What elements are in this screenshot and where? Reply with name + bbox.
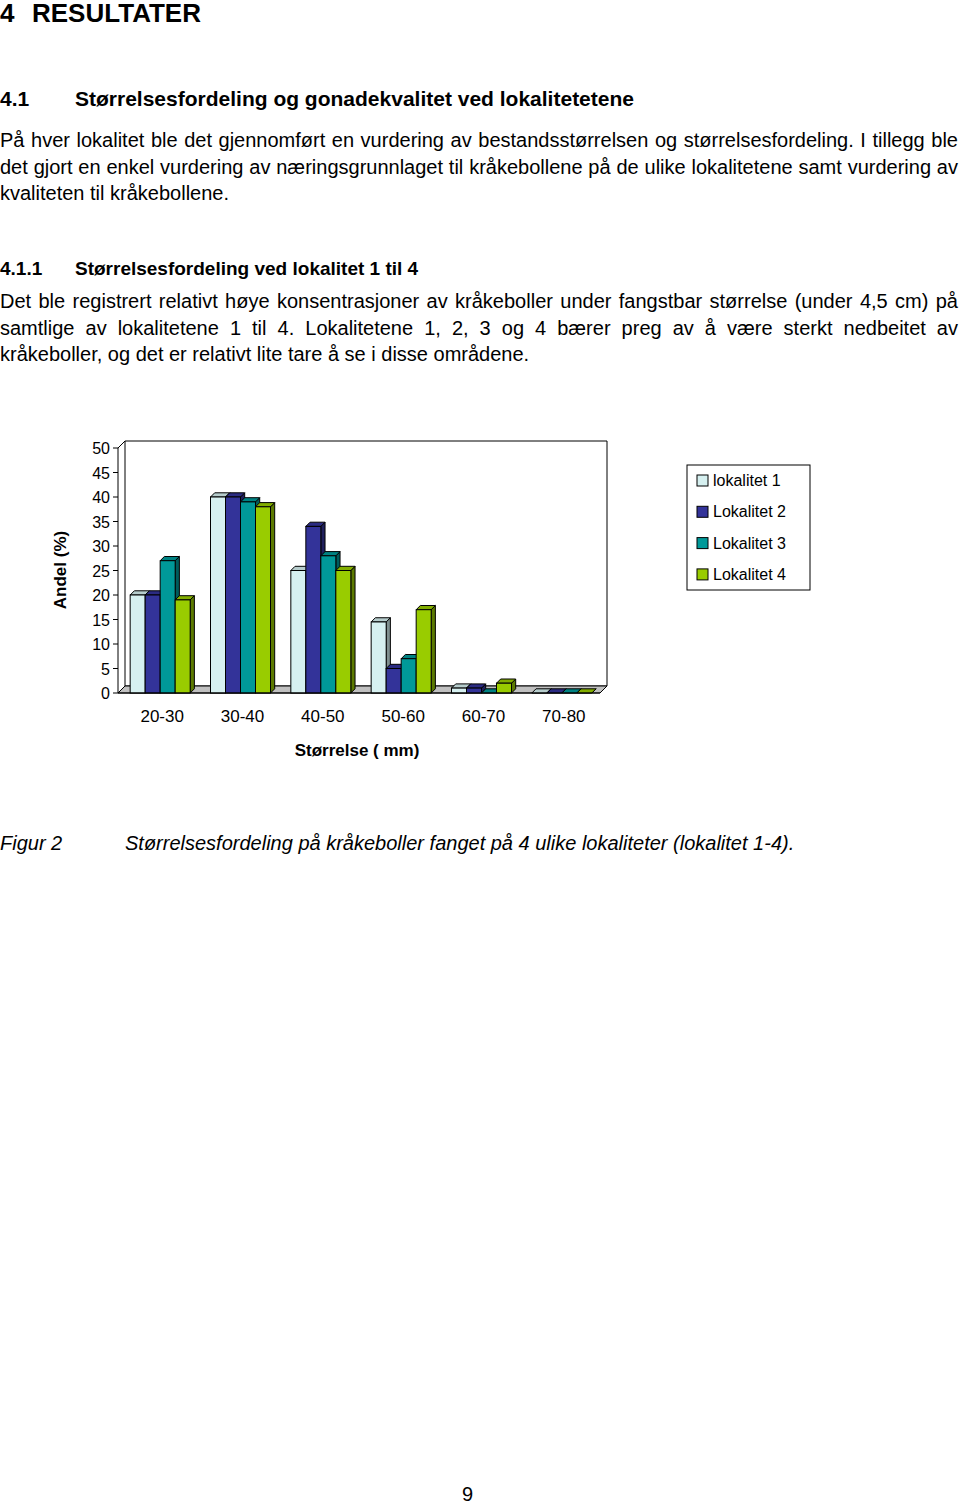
x-axis [118,693,600,694]
y-tick-label: 10 [92,636,110,653]
legend-swatch [697,506,708,517]
legend-label: Lokalitet 3 [713,535,786,552]
bar [175,600,190,693]
bar-top [497,679,516,683]
bar [226,497,241,693]
x-tick-label: 40-50 [301,707,344,726]
y-tick [113,448,118,449]
x-tick-label: 50-60 [381,707,424,726]
bar [291,571,306,694]
y-tick-label: 5 [101,661,110,678]
bar [336,571,351,694]
x-tick-label: 60-70 [462,707,505,726]
caption-label: Figur 2 [0,832,62,855]
bar-top [306,522,325,526]
legend-swatch [697,538,708,549]
y-tick-label: 45 [92,465,110,482]
bar-top [256,503,275,507]
bar [467,688,482,693]
bar [321,556,336,693]
page-number: 9 [462,1483,473,1502]
y-tick [113,619,118,620]
bar-side [271,503,275,693]
y-tick [113,472,118,473]
y-tick-label: 50 [92,440,110,457]
bars [130,493,596,693]
heading-number: 4 [0,0,14,29]
y-tick [113,644,118,645]
bar-top [226,493,245,497]
y-tick [113,497,118,498]
y-tick-label: 20 [92,587,110,604]
legend-label: Lokalitet 4 [713,566,786,583]
bar [306,526,321,693]
bar [497,683,512,693]
y-axis-label: Andel (%) [51,531,70,609]
section-number: 4.1 [0,87,29,111]
bar-side [190,596,194,693]
bar [160,561,175,693]
paragraph: Det ble registrert relativt høye konsent… [0,288,958,368]
y-tick-label: 0 [101,685,110,702]
bar [401,659,416,693]
chart: 0 5 10 15 20 25 30 35 40 45 50 20-30 30-40 40-50 50-60… [0,430,960,790]
y-tick-label: 40 [92,489,110,506]
y-tick [113,570,118,571]
back-wall [125,441,126,686]
y-tick [113,693,118,694]
bar [386,669,401,694]
y-tick-label: 35 [92,514,110,531]
bar [211,497,226,693]
bar-top [241,498,260,502]
legend-swatch [697,475,708,486]
bar-top [336,566,355,570]
section-title: Størrelsesfordeling og gonadekvalitet ve… [75,87,634,111]
bar-top [160,557,179,561]
bar [145,595,160,693]
bar [416,610,431,693]
bar [452,688,467,693]
bar [130,595,145,693]
paragraph: På hver lokalitet ble det gjennomført en… [0,127,958,207]
bar-side [431,606,435,694]
y-tick [113,595,118,596]
bar-top [416,606,435,610]
bar-side [351,566,355,693]
legend-swatch [697,569,708,580]
caption-text: Størrelsesfordeling på kråkeboller fange… [125,832,794,855]
legend-box [687,465,810,590]
bar-top [321,552,340,556]
bar [241,502,256,693]
subsection-title: Størrelsesfordeling ved lokalitet 1 til … [75,258,418,280]
y-tick-label: 15 [92,612,110,629]
y-tick [113,521,118,522]
x-axis-label: Størrelse ( mm) [295,741,420,760]
y-tick [113,546,118,547]
y-tick-label: 25 [92,563,110,580]
bar-top [175,596,194,600]
y-tick-label: 30 [92,538,110,555]
y-tick [113,668,118,669]
legend-label: lokalitet 1 [713,472,781,489]
x-tick-label: 70-80 [542,707,585,726]
heading-title: RESULTATER [32,0,201,29]
bar-top [467,684,486,688]
y-axis [118,448,119,693]
legend-label: Lokalitet 2 [713,503,786,520]
bar-top [577,689,596,693]
subsection-number: 4.1.1 [0,258,42,280]
bar [371,622,386,693]
bar [256,507,271,693]
bar-top [371,618,390,622]
x-tick-label: 30-40 [221,707,264,726]
x-tick-label: 20-30 [140,707,183,726]
